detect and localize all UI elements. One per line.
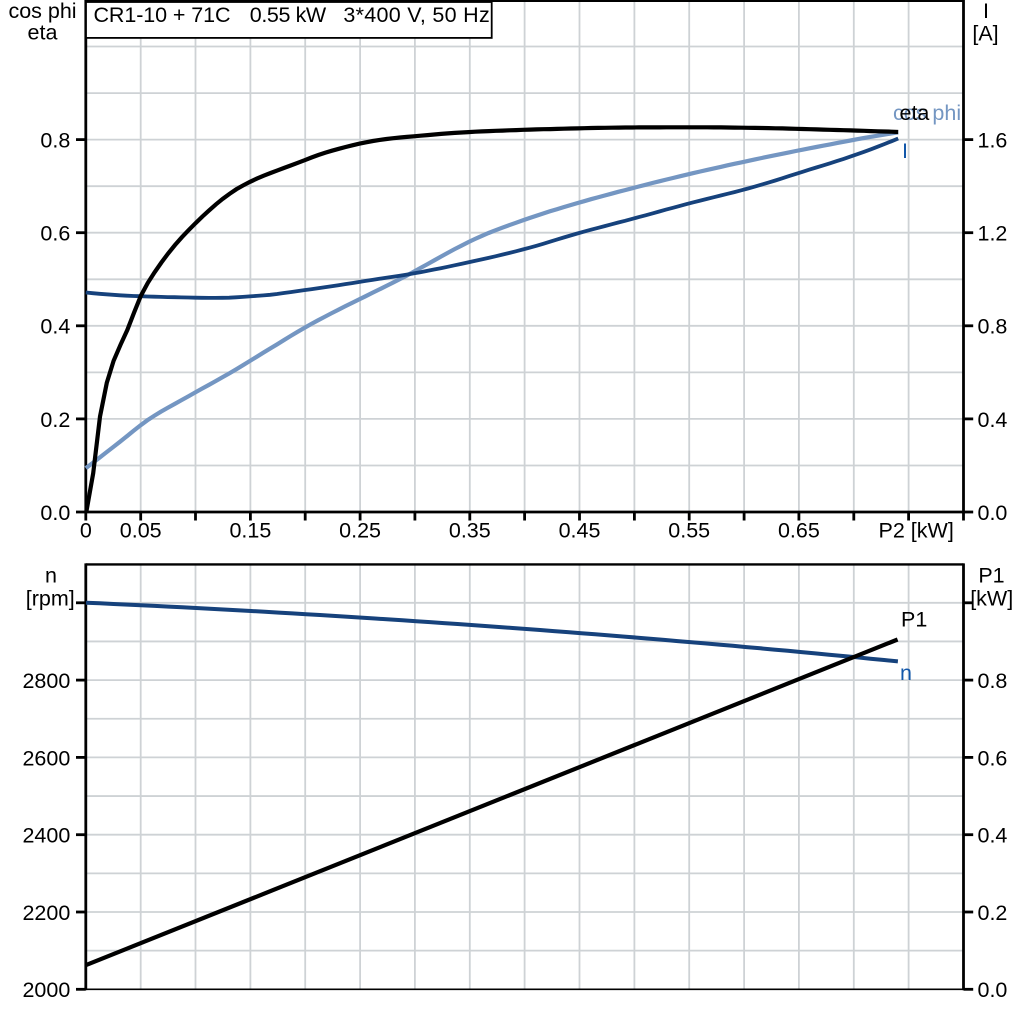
svg-text:0.55 kW: 0.55 kW [250,3,327,27]
svg-text:0.55: 0.55 [668,519,710,543]
svg-text:P1: P1 [901,608,927,632]
svg-text:0.4: 0.4 [978,408,1008,432]
svg-text:0.6: 0.6 [40,222,70,246]
svg-text:cos phi: cos phi [8,0,76,23]
svg-text:0.65: 0.65 [778,519,820,543]
svg-text:1.2: 1.2 [978,222,1008,246]
svg-text:0.25: 0.25 [339,519,381,543]
svg-text:0.2: 0.2 [40,408,70,432]
svg-text:n: n [45,564,57,588]
svg-text:CR1-10 + 71C: CR1-10 + 71C [94,3,231,27]
svg-text:eta: eta [900,101,930,125]
svg-text:[rpm]: [rpm] [26,587,75,611]
svg-text:P1: P1 [978,564,1004,588]
svg-text:0.8: 0.8 [978,669,1008,693]
svg-text:2800: 2800 [22,669,70,693]
svg-text:[A]: [A] [972,22,998,46]
svg-text:0.0: 0.0 [978,501,1008,525]
svg-text:0.0: 0.0 [40,501,70,525]
svg-text:0.15: 0.15 [229,519,271,543]
svg-text:0.0: 0.0 [978,978,1008,1002]
svg-text:0.4: 0.4 [40,315,70,339]
svg-text:0.6: 0.6 [978,746,1008,770]
svg-text:cos phi: cos phi [893,101,961,125]
svg-text:2400: 2400 [22,824,70,848]
svg-text:[kW]: [kW] [970,587,1013,611]
svg-text:n: n [900,661,912,685]
svg-text:0.4: 0.4 [978,824,1008,848]
svg-text:I: I [983,0,989,23]
svg-text:P2 [kW]: P2 [kW] [879,519,954,543]
svg-text:0.35: 0.35 [449,519,491,543]
svg-text:1.6: 1.6 [978,129,1008,153]
svg-text:0: 0 [80,519,92,543]
svg-text:2000: 2000 [22,978,70,1002]
svg-text:0.2: 0.2 [978,901,1008,925]
svg-text:I: I [902,139,908,163]
svg-text:0.45: 0.45 [559,519,601,543]
svg-text:2200: 2200 [22,901,70,925]
svg-text:0.05: 0.05 [120,519,162,543]
svg-text:3*400 V, 50 Hz: 3*400 V, 50 Hz [343,3,489,27]
svg-text:0.8: 0.8 [978,315,1008,339]
svg-text:2600: 2600 [22,746,70,770]
svg-text:0.8: 0.8 [40,129,70,153]
svg-text:eta: eta [28,20,58,44]
